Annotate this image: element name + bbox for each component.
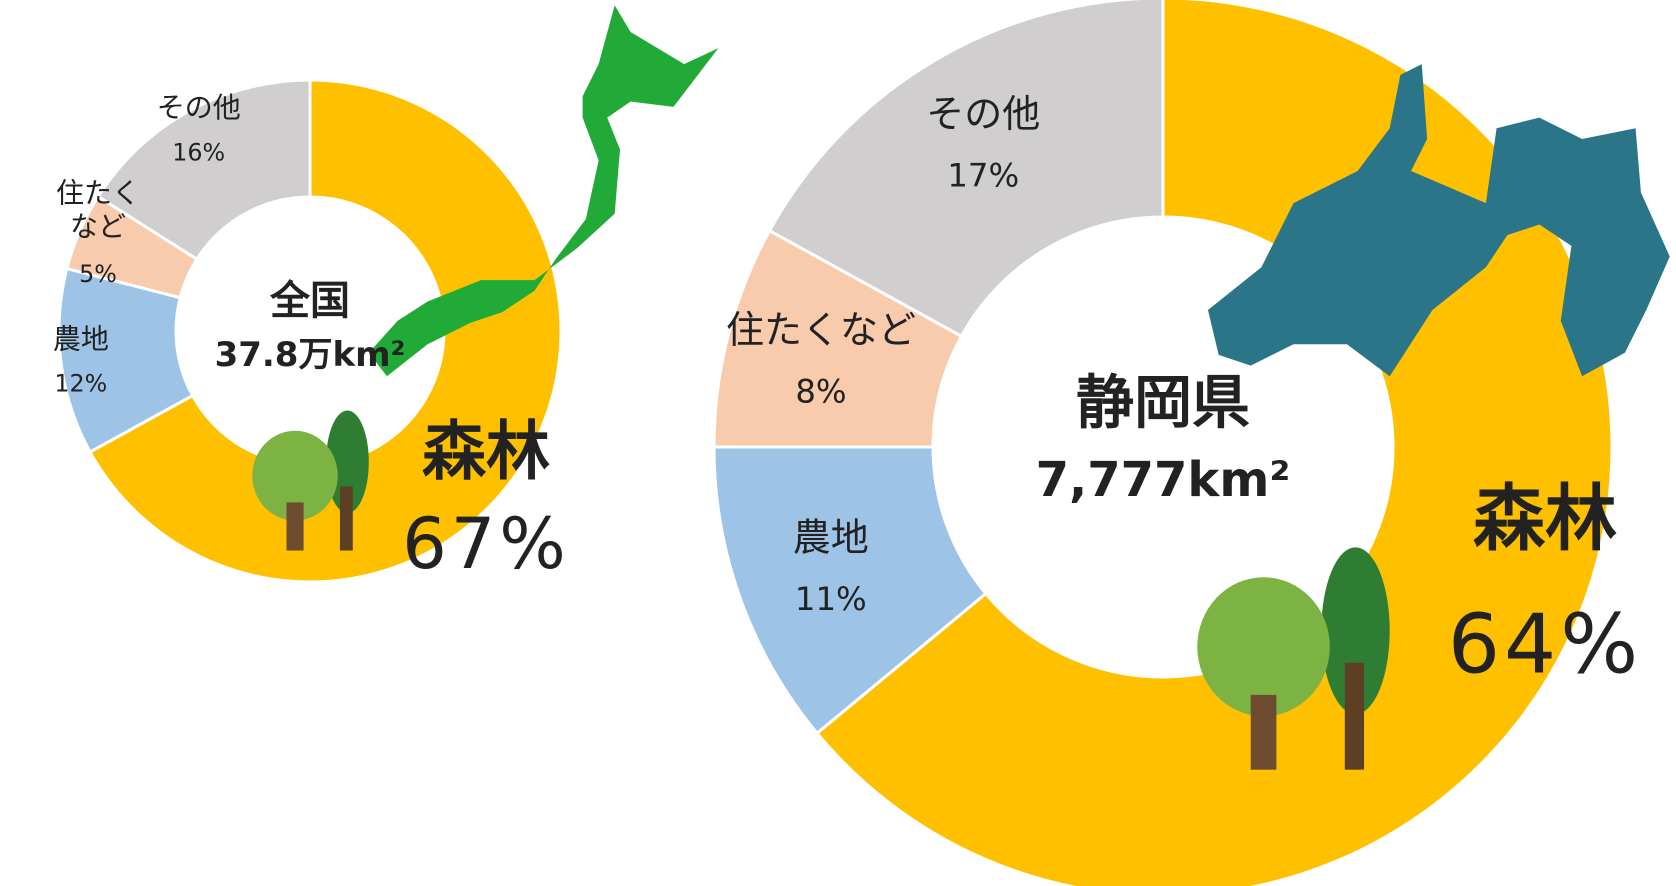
segment-name: その他 xyxy=(157,91,241,124)
shizuoka-map xyxy=(1207,64,1670,377)
segment-name: 農地 xyxy=(53,322,109,355)
segment-value: 12% xyxy=(54,370,107,398)
segment-name: その他 xyxy=(926,92,1040,136)
center-title: 全国 xyxy=(269,278,350,324)
segment-name: 住たくなど xyxy=(726,308,916,352)
segment-value: 5% xyxy=(79,260,117,288)
decorations xyxy=(252,5,1670,770)
center-subtitle: 37.8万km² xyxy=(215,335,406,375)
center-subtitle: 7,777km² xyxy=(1036,452,1291,508)
donut-segment xyxy=(96,78,312,262)
segment-name: 森林 xyxy=(422,416,550,490)
center-title: 静岡県 xyxy=(1076,369,1250,437)
labels: 森林 67% 農地 12% 住たくなど 5% その他 16% 全国 37.8万km² 森林 64% 農地… xyxy=(53,91,1642,692)
segment-name: 農地 xyxy=(793,516,869,560)
trees-small xyxy=(252,410,369,551)
segment-name: 森林 xyxy=(1473,477,1617,561)
japan-map xyxy=(368,5,719,377)
segment-value: 64% xyxy=(1448,597,1642,692)
trees-large xyxy=(1197,547,1390,770)
donut-segment xyxy=(767,0,1165,339)
segment-name: 住たくなど xyxy=(56,176,140,243)
donut-segment xyxy=(712,445,988,736)
segment-value: 11% xyxy=(795,580,867,618)
segment-value: 16% xyxy=(172,138,225,166)
segment-value: 8% xyxy=(795,372,846,410)
segment-value: 17% xyxy=(947,156,1019,194)
segment-value: 67% xyxy=(402,503,570,585)
